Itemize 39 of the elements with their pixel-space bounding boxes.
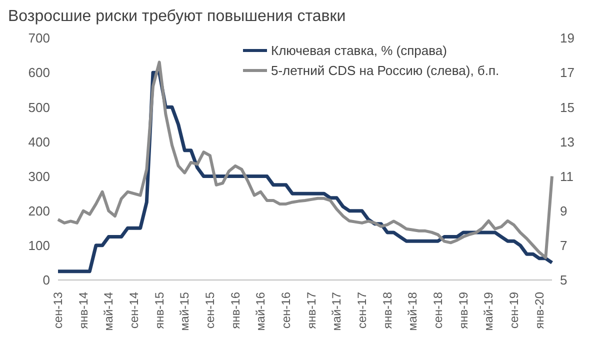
x-tick-label: май-16 bbox=[254, 292, 268, 331]
x-tick-label: янв-19 bbox=[456, 292, 470, 329]
x-tick-label: сен-13 bbox=[51, 292, 65, 329]
x-tick-label: янв-14 bbox=[76, 292, 90, 329]
x-tick-label: сен-18 bbox=[431, 292, 445, 329]
x-tick-label: сен-15 bbox=[203, 292, 217, 329]
y-tick-label: 700 bbox=[28, 30, 50, 46]
y-tick-label: 0 bbox=[42, 272, 50, 288]
y-tick-label: 400 bbox=[28, 134, 50, 150]
y2-tick-label: 11 bbox=[560, 168, 574, 184]
y-tick-label: 600 bbox=[28, 65, 50, 80]
y2-tick-label: 19 bbox=[560, 30, 574, 46]
y2-tick-label: 15 bbox=[560, 100, 574, 115]
y2-tick-label: 13 bbox=[560, 134, 574, 150]
x-tick-label: май-19 bbox=[482, 292, 496, 331]
y-tick-label: 500 bbox=[28, 100, 50, 115]
x-tick-label: сен-19 bbox=[507, 292, 521, 329]
y2-tick-label: 7 bbox=[560, 238, 568, 254]
x-tick-label: сен-14 bbox=[127, 292, 141, 329]
x-tick-label: янв-18 bbox=[380, 292, 394, 329]
y2-tick-label: 9 bbox=[560, 203, 568, 218]
x-tick-label: май-18 bbox=[406, 292, 420, 331]
chart-title: Возросшие риски требуют повышения ставки bbox=[8, 8, 347, 27]
y-tick-label: 100 bbox=[28, 238, 50, 254]
legend-label: Ключевая ставка, % (справа) bbox=[271, 42, 447, 58]
x-tick-label: май-14 bbox=[102, 292, 116, 331]
legend-label: 5-летний CDS на Россию (слева), б.п. bbox=[271, 62, 500, 78]
x-tick-label: сен-16 bbox=[279, 292, 293, 329]
x-tick-label: май-15 bbox=[178, 292, 192, 331]
y-tick-label: 200 bbox=[28, 203, 50, 218]
x-tick-label: сен-17 bbox=[355, 292, 369, 329]
x-tick-label: янв-15 bbox=[152, 292, 166, 329]
y2-tick-label: 5 bbox=[560, 272, 568, 288]
x-tick-label: янв-16 bbox=[228, 292, 242, 329]
x-tick-label: янв-17 bbox=[304, 292, 318, 329]
x-tick-label: май-17 bbox=[330, 292, 344, 331]
x-tick-label: янв-20 bbox=[532, 292, 546, 329]
y2-tick-label: 17 bbox=[560, 65, 574, 80]
y-tick-label: 300 bbox=[28, 168, 50, 184]
